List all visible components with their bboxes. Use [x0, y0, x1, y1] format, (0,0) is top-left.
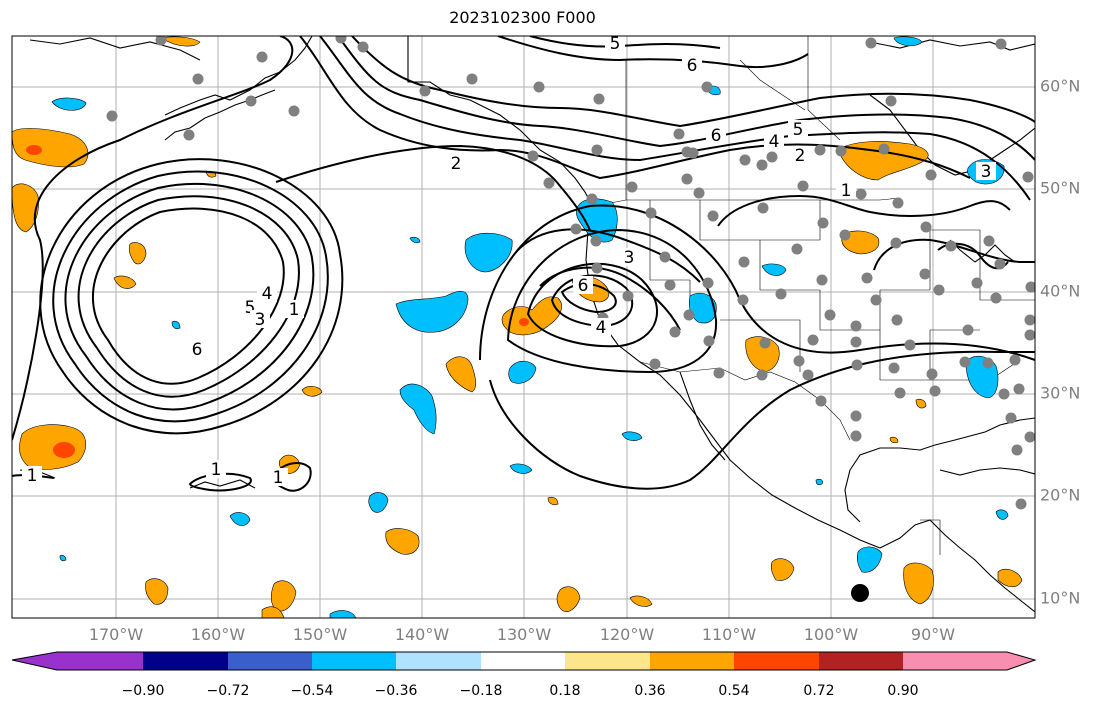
colorbar-segment	[819, 652, 903, 670]
contour-label: 2	[795, 146, 806, 166]
colorbar-tick-label: −0.36	[375, 683, 418, 699]
colorbar: −0.90 −0.72 −0.54 −0.36 −0.18 0.18 0.36 …	[11, 651, 1037, 699]
colorbar-segment	[734, 652, 819, 670]
lon-tick-label: 90°W	[911, 625, 955, 644]
colorbar-segment	[312, 652, 396, 670]
colorbar-segment	[143, 652, 228, 670]
contour-label: 4	[262, 284, 273, 304]
contour-label: 6	[687, 56, 698, 76]
lon-tick-label: 160°W	[191, 625, 246, 644]
colorbar-segment	[650, 652, 734, 670]
colorbar-segment	[228, 652, 312, 670]
colorbar-segment	[565, 652, 650, 670]
lon-tick-label: 150°W	[293, 625, 348, 644]
contour-label: 3	[981, 162, 992, 182]
contour-label: 3	[255, 310, 266, 330]
colorbar-segment	[481, 652, 565, 670]
colorbar-segments	[12, 652, 1035, 670]
colorbar-tick-label: 0.18	[549, 683, 580, 699]
contour-label: 4	[769, 132, 780, 152]
lon-tick-label: 170°W	[89, 625, 144, 644]
contour-label: 5	[610, 34, 621, 54]
lon-tick-label: 100°W	[804, 625, 859, 644]
map-title: 2023102300 F000	[449, 8, 596, 27]
contour-label: 5	[245, 298, 256, 318]
colorbar-tick-labels: −0.90 −0.72 −0.54 −0.36 −0.18 0.18 0.36 …	[122, 683, 919, 699]
negative-anomaly-patches	[51, 36, 1009, 618]
graticule	[12, 36, 1035, 618]
lon-tick-label: 140°W	[395, 625, 450, 644]
contour-label: 5	[793, 120, 804, 140]
contour-label: 2	[451, 154, 462, 174]
map-frame	[11, 35, 1036, 619]
map-panel: 5 6 6 4 5 2 2 1 3 3 6 4 4 5	[12, 34, 1035, 618]
colorbar-tick-label: −0.90	[122, 683, 165, 699]
colorbar-tick-label: 0.90	[887, 683, 918, 699]
lat-tick-label: 40°N	[1040, 282, 1080, 301]
station-markers	[106, 36, 1035, 510]
strong-positive-patches	[26, 145, 529, 458]
colorbar-tick-label: 0.72	[803, 683, 834, 699]
lat-tick-label: 10°N	[1040, 589, 1080, 608]
contour-label: 1	[27, 466, 38, 486]
lat-tick-label: 30°N	[1040, 384, 1080, 403]
colorbar-segment	[903, 652, 1035, 670]
contour-label: 1	[211, 460, 222, 480]
positive-anomaly-patches	[12, 36, 1023, 618]
contour-label: 6	[578, 276, 589, 296]
colorbar-tick-label: −0.72	[207, 683, 250, 699]
colorbar-tick-label: 0.36	[634, 683, 665, 699]
contour-label: 4	[596, 318, 607, 338]
contour-label: 1	[273, 468, 284, 488]
contour-label: 1	[841, 181, 852, 201]
lon-tick-label: 120°W	[600, 625, 655, 644]
contour-label: 6	[192, 340, 203, 360]
colorbar-outline	[11, 651, 1037, 671]
colorbar-tick-label: −0.54	[291, 683, 334, 699]
colorbar-segment	[396, 652, 481, 670]
highlight-marker	[851, 584, 869, 602]
lat-tick-label: 50°N	[1040, 179, 1080, 198]
colorbar-tick-label: 0.54	[718, 683, 749, 699]
longitude-labels: 170°W 160°W 150°W 140°W 130°W 120°W 110°…	[89, 625, 955, 644]
lon-tick-label: 130°W	[497, 625, 552, 644]
lon-tick-label: 110°W	[702, 625, 757, 644]
colorbar-tick-label: −0.18	[460, 683, 503, 699]
contour-label: 1	[289, 300, 300, 320]
latitude-labels: 60°N 50°N 40°N 30°N 20°N 10°N	[1040, 77, 1080, 608]
contour-label: 6	[711, 126, 722, 146]
lat-tick-label: 60°N	[1040, 77, 1080, 96]
colorbar-segment	[12, 652, 143, 670]
lat-tick-label: 20°N	[1040, 486, 1080, 505]
contour-label: 3	[624, 248, 635, 268]
contour-label-layer: 5 6 6 4 5 2 2 1 3 3 6 4 4 5	[22, 34, 996, 488]
